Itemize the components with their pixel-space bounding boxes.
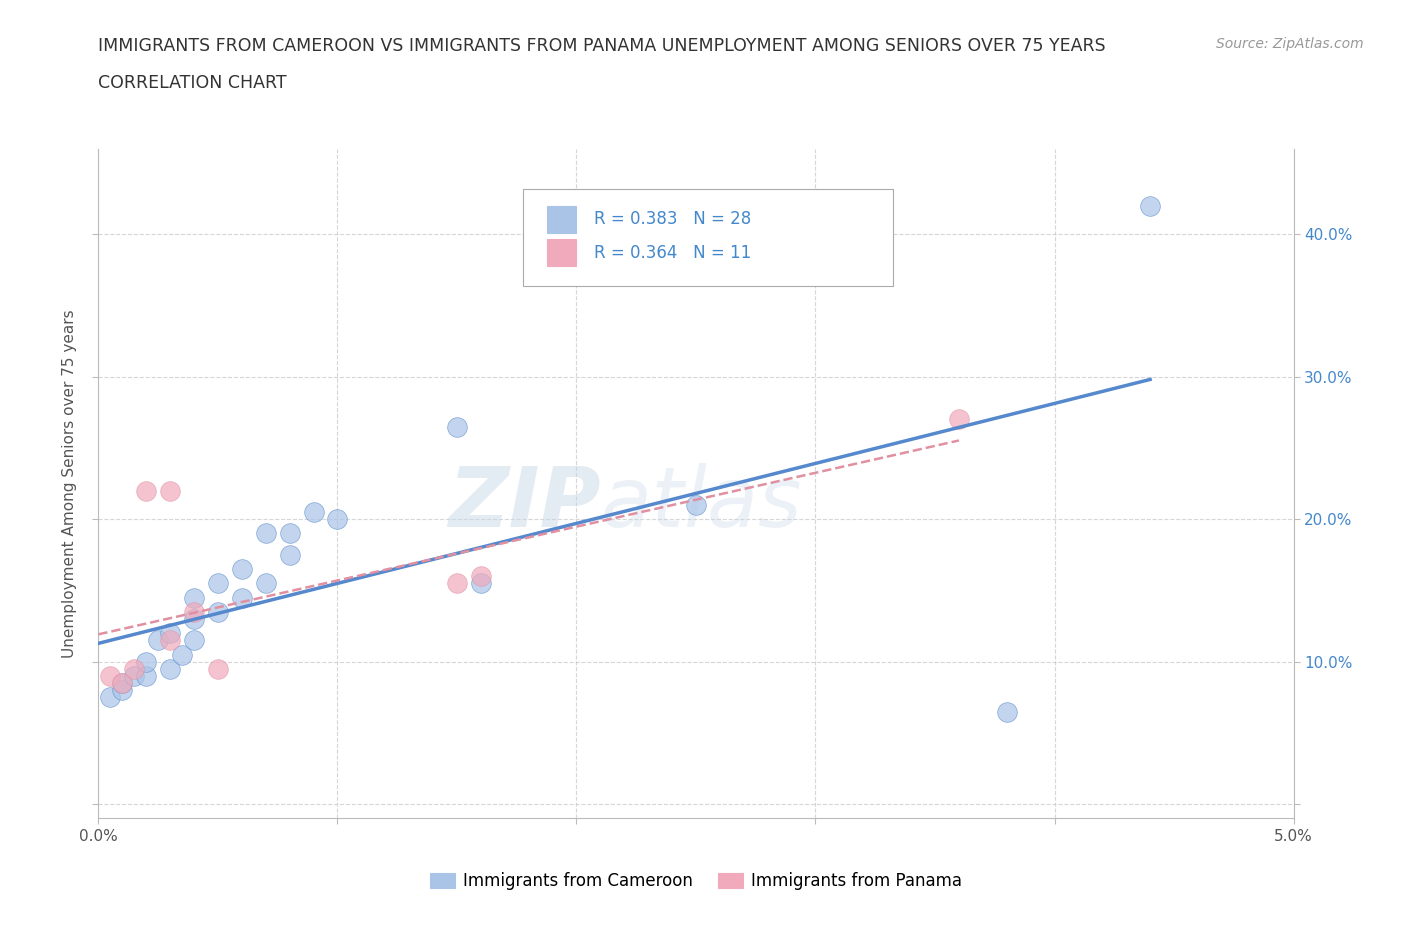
Point <box>685 498 707 512</box>
Point <box>183 612 205 627</box>
Point <box>207 604 229 619</box>
Point <box>278 548 301 563</box>
Point <box>207 661 229 676</box>
FancyBboxPatch shape <box>523 189 893 286</box>
Point <box>1139 198 1161 213</box>
Point <box>111 675 134 690</box>
Point <box>159 626 181 641</box>
Point <box>470 576 492 591</box>
Legend: Immigrants from Cameroon, Immigrants from Panama: Immigrants from Cameroon, Immigrants fro… <box>423 866 969 897</box>
Text: atlas: atlas <box>600 463 801 544</box>
Point <box>172 647 194 662</box>
Point <box>254 576 277 591</box>
Point <box>100 690 122 705</box>
Point <box>111 675 134 690</box>
Y-axis label: Unemployment Among Seniors over 75 years: Unemployment Among Seniors over 75 years <box>62 310 77 658</box>
Point <box>278 526 301 541</box>
Text: R = 0.383   N = 28: R = 0.383 N = 28 <box>595 210 752 228</box>
Point <box>135 669 157 684</box>
Point <box>183 591 205 605</box>
Point <box>446 576 468 591</box>
Point <box>948 412 970 427</box>
Point <box>254 526 277 541</box>
Point <box>326 512 349 526</box>
Point <box>159 633 181 648</box>
Point <box>470 569 492 584</box>
Point <box>111 683 134 698</box>
Text: CORRELATION CHART: CORRELATION CHART <box>98 74 287 92</box>
Point <box>100 669 122 684</box>
Point <box>995 704 1018 719</box>
Point <box>183 633 205 648</box>
FancyBboxPatch shape <box>547 239 576 266</box>
Point <box>183 604 205 619</box>
Text: ZIP: ZIP <box>447 463 600 544</box>
Point <box>207 576 229 591</box>
Point <box>159 484 181 498</box>
Point <box>148 633 170 648</box>
Point <box>124 669 146 684</box>
Text: Source: ZipAtlas.com: Source: ZipAtlas.com <box>1216 37 1364 51</box>
FancyBboxPatch shape <box>547 206 576 232</box>
Point <box>135 484 157 498</box>
Point <box>159 661 181 676</box>
Point <box>446 419 468 434</box>
Point <box>231 562 253 577</box>
Point <box>135 654 157 669</box>
Text: R = 0.364   N = 11: R = 0.364 N = 11 <box>595 244 752 261</box>
Point <box>302 505 325 520</box>
Point <box>124 661 146 676</box>
Text: IMMIGRANTS FROM CAMEROON VS IMMIGRANTS FROM PANAMA UNEMPLOYMENT AMONG SENIORS OV: IMMIGRANTS FROM CAMEROON VS IMMIGRANTS F… <box>98 37 1107 55</box>
Point <box>231 591 253 605</box>
